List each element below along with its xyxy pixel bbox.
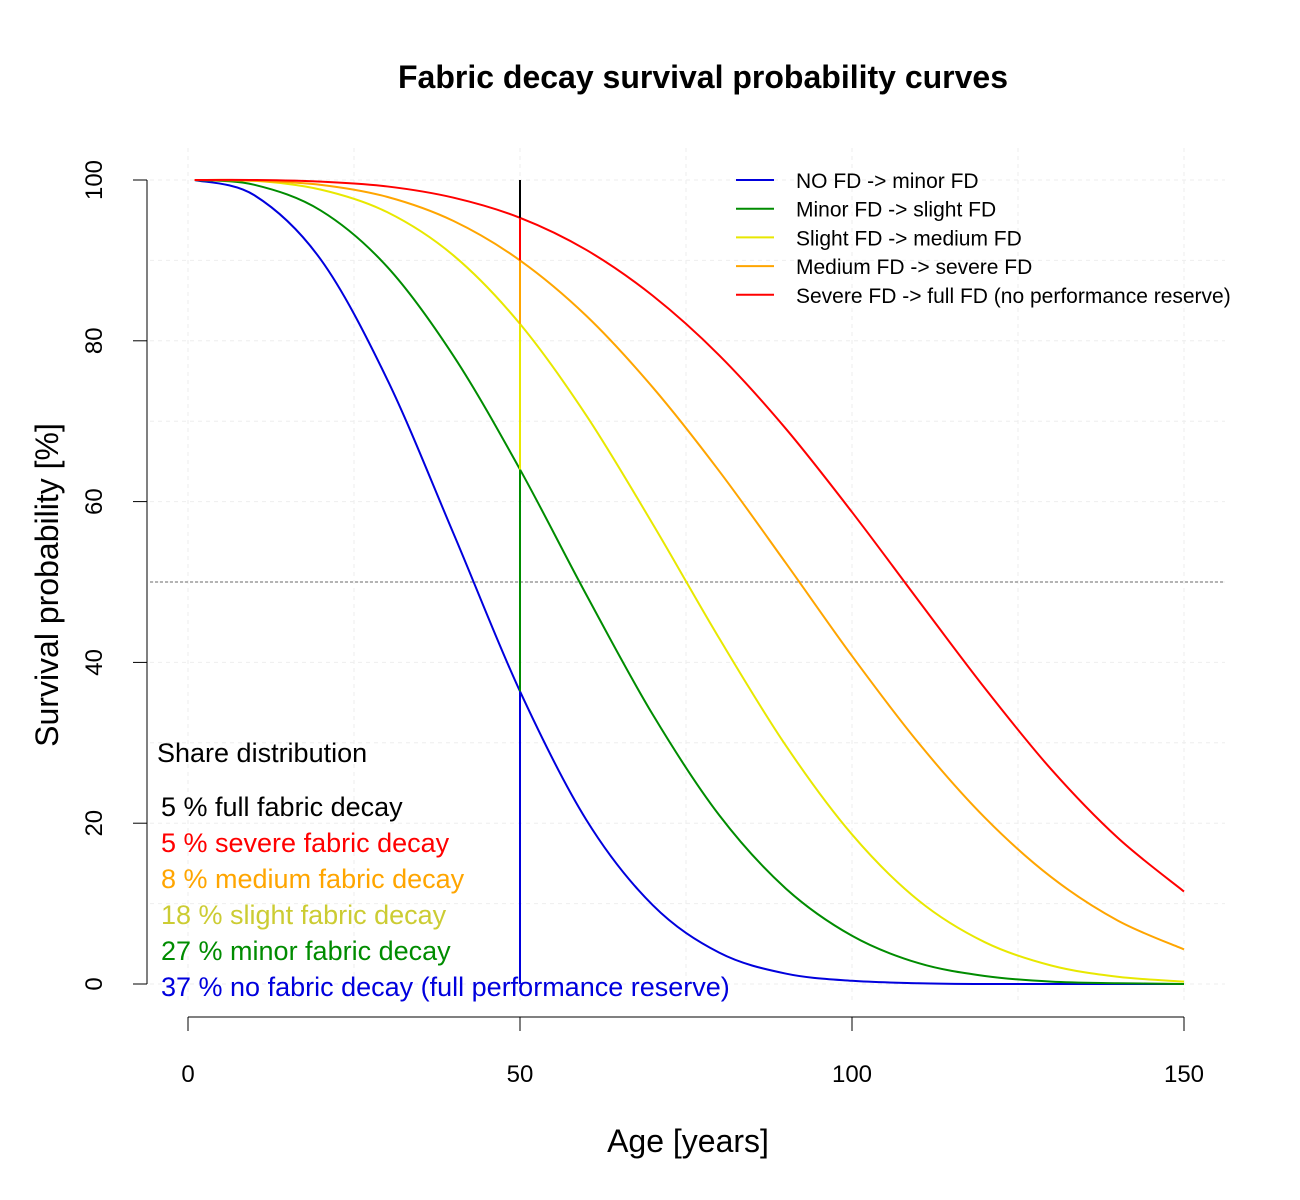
legend-label: Slight FD -> medium FD xyxy=(796,227,1022,250)
legend-label: Medium FD -> severe FD xyxy=(796,256,1032,279)
series-line xyxy=(194,179,1184,986)
legend-label: Minor FD -> slight FD xyxy=(796,199,996,222)
axes: 0 50 100 150 0 20 40 60 80 100 xyxy=(81,160,1204,1088)
share-item: 18 % slight fabric decay xyxy=(161,900,447,930)
legend: NO FD -> minor FD Minor FD -> slight FD Sl… xyxy=(736,170,1231,308)
share-item: 8 % medium fabric decay xyxy=(161,864,465,894)
series-line xyxy=(194,179,1185,951)
share-item: 5 % full fabric decay xyxy=(161,792,403,822)
share-item: 5 % severe fabric decay xyxy=(161,828,450,858)
series-line xyxy=(194,178,1185,893)
y-tick-label: 20 xyxy=(81,810,108,837)
y-tick-label: 60 xyxy=(81,488,108,515)
share-item: 37 % no fabric decay (full performance r… xyxy=(161,972,730,1002)
curves xyxy=(194,178,1185,986)
series-line xyxy=(194,179,1185,985)
series-line xyxy=(194,178,1185,983)
x-axis-label: Age [years] xyxy=(607,1123,769,1159)
x-tick-label: 50 xyxy=(507,1061,534,1088)
x-tick-label: 100 xyxy=(832,1061,872,1088)
chart-title: Fabric decay survival probability curves xyxy=(398,59,1008,95)
y-tick-label: 0 xyxy=(81,977,108,990)
x-tick-label: 0 xyxy=(181,1061,194,1088)
legend-label: Severe FD -> full FD (no performance res… xyxy=(796,285,1231,308)
y-tick-label: 40 xyxy=(81,649,108,676)
share-item: 27 % minor fabric decay xyxy=(161,936,451,966)
legend-label: NO FD -> minor FD xyxy=(796,170,979,193)
share-distribution: 5 % full fabric decay 5 % severe fabric d… xyxy=(161,792,730,1002)
x-tick-label: 150 xyxy=(1164,1061,1204,1088)
y-tick-label: 80 xyxy=(81,327,108,354)
y-tick-label: 100 xyxy=(81,160,108,200)
share-heading: Share distribution xyxy=(157,738,367,768)
y-axis-label: Survival probability [%] xyxy=(29,423,65,747)
